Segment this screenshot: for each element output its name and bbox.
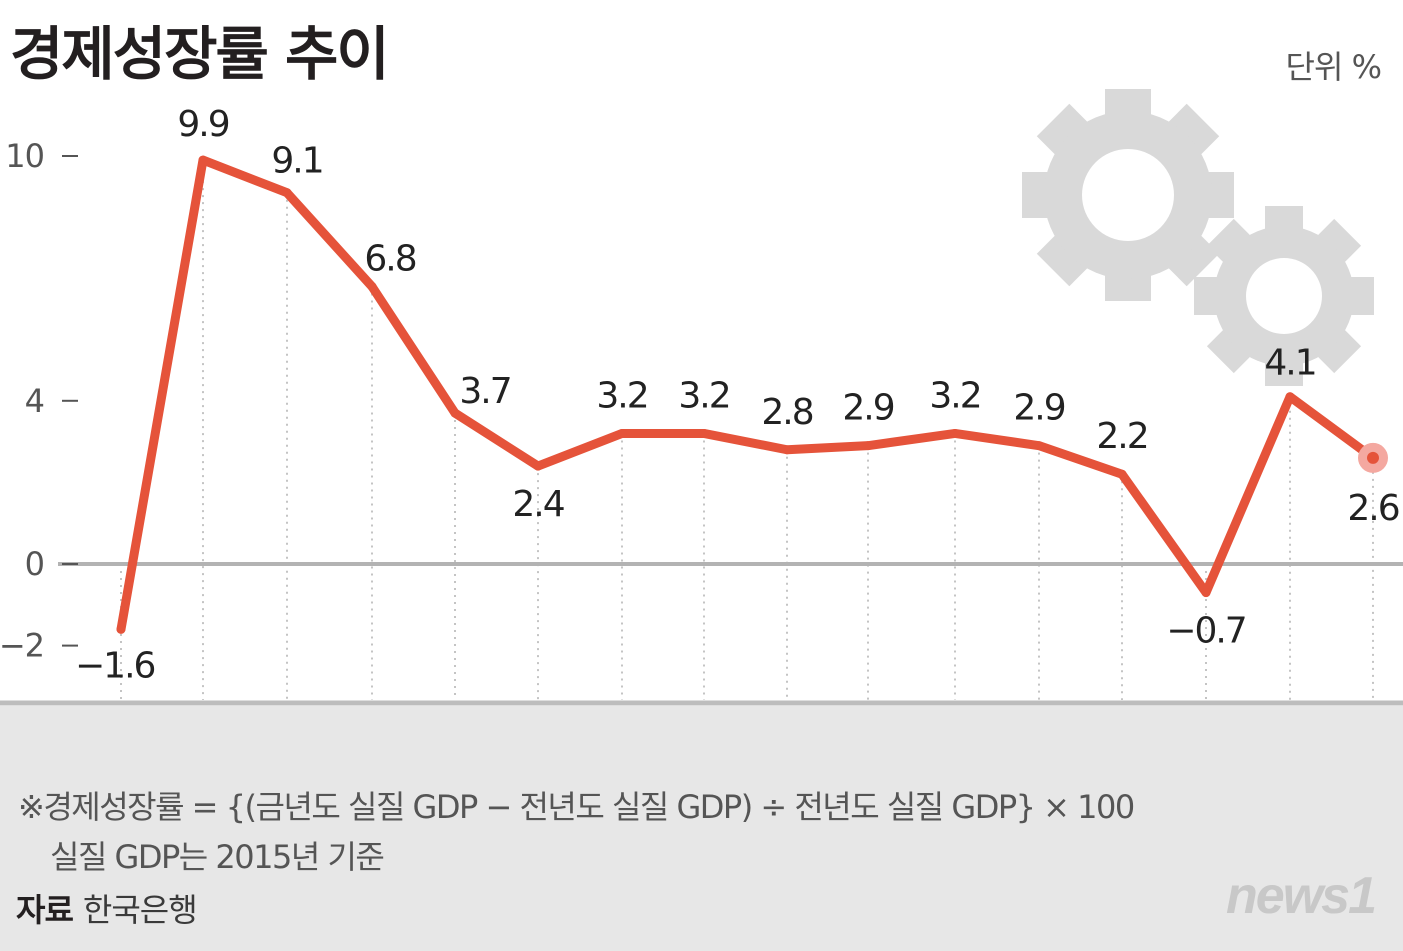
data-point [533,461,543,471]
data-point [1285,392,1295,402]
data-label: 3.7 [459,371,510,412]
news1-logo: news1 [1226,867,1377,925]
data-point [699,428,709,438]
data-label: 9.9 [177,104,228,145]
gear-tooth [1165,103,1220,158]
data-point [450,408,460,418]
data-label: −1.6 [75,645,155,686]
data-label: 4.1 [1264,343,1315,384]
data-point [367,282,377,292]
y-tick-label: −2 [0,627,44,665]
data-point [282,188,292,198]
source-name: 한국은행 [82,891,198,929]
series-line [116,155,1378,634]
data-point [1034,441,1044,451]
data-label: 2.8 [761,392,812,433]
gear-tooth [1314,326,1362,374]
formula-note: ※경제성장률 = {(금년도 실질 GDP − 전년도 실질 GDP) ÷ 전년… [18,788,1135,826]
gear-icon [1022,89,1234,301]
data-label: 2.6 [1347,488,1398,529]
data-label: 3.2 [596,375,647,416]
data-label: 3.2 [929,375,980,416]
y-tick-label: 10 [5,137,44,175]
gear-tooth [1036,232,1091,287]
gear-tooth [1206,326,1254,374]
gear-tooth [1204,172,1234,218]
footer-panel [0,706,1403,951]
data-point [198,155,208,165]
data-label: 2.9 [1013,388,1064,429]
data-label: 2.2 [1096,416,1147,457]
data-label: 2.9 [842,388,893,429]
data-label: 3.2 [678,375,729,416]
data-point [782,445,792,455]
source-label: 자료 [16,891,74,929]
gear-tooth [1165,232,1220,287]
data-point [1201,588,1211,598]
data-point [1367,451,1379,464]
basis-note: 실질 GDP는 2015년 기준 [50,838,385,876]
page-title: 경제성장률 추이 [10,20,390,88]
data-point [617,428,627,438]
gear-tooth [1314,218,1362,266]
gear-tooth [1206,218,1254,266]
unit-label: 단위 % [1285,48,1382,86]
data-label: 6.8 [364,239,415,280]
gear-hole [1246,258,1322,334]
data-point [950,428,960,438]
gear-hole [1082,149,1174,241]
data-label: 2.4 [512,484,563,525]
data-point [863,441,873,451]
data-label: −0.7 [1166,611,1245,652]
y-tick-label: 4 [25,382,44,420]
gear-tooth [1022,172,1052,218]
y-tick-label: 0 [25,545,44,583]
data-point [1117,469,1127,479]
gear-tooth [1036,103,1091,158]
data-point [116,624,126,634]
data-label: 9.1 [271,141,322,182]
source-line: 자료 한국은행 [16,885,198,931]
gear-icon [1194,206,1374,386]
